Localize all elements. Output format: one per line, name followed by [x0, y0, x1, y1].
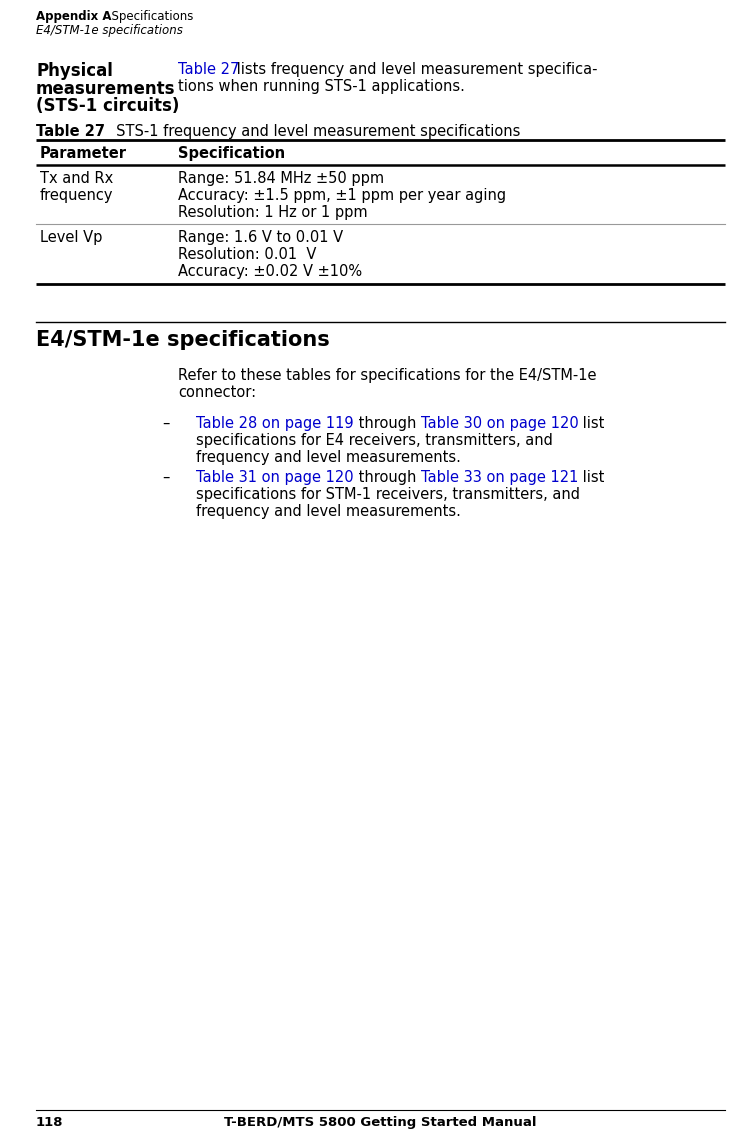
Text: frequency and level measurements.: frequency and level measurements. [196, 450, 461, 465]
Text: Refer to these tables for specifications for the E4/STM-1e: Refer to these tables for specifications… [178, 368, 596, 384]
Text: 118: 118 [36, 1116, 64, 1129]
Text: Level Vp: Level Vp [40, 230, 103, 245]
Text: Resolution: 0.01  V: Resolution: 0.01 V [178, 247, 316, 262]
Text: specifications for STM-1 receivers, transmitters, and: specifications for STM-1 receivers, tran… [196, 487, 580, 502]
Text: Table 33 on page 121: Table 33 on page 121 [420, 470, 578, 485]
Text: lists frequency and level measurement specifica-: lists frequency and level measurement sp… [232, 61, 598, 77]
Text: Specification: Specification [178, 146, 285, 160]
Text: T-BERD/MTS 5800 Getting Started Manual: T-BERD/MTS 5800 Getting Started Manual [224, 1116, 537, 1129]
Text: through: through [354, 417, 420, 431]
Text: frequency and level measurements.: frequency and level measurements. [196, 504, 461, 519]
Text: –: – [162, 470, 169, 485]
Text: Table 30 on page 120: Table 30 on page 120 [420, 417, 579, 431]
Text: measurements: measurements [36, 80, 175, 98]
Text: through: through [354, 470, 420, 485]
Text: STS-1 frequency and level measurement specifications: STS-1 frequency and level measurement sp… [93, 124, 520, 139]
Text: Parameter: Parameter [40, 146, 127, 160]
Text: E4/STM-1e specifications: E4/STM-1e specifications [36, 330, 330, 351]
Text: Appendix A: Appendix A [36, 10, 112, 23]
Text: specifications for E4 receivers, transmitters, and: specifications for E4 receivers, transmi… [196, 432, 553, 448]
Text: connector:: connector: [178, 385, 256, 399]
Text: frequency: frequency [40, 188, 114, 203]
Text: Tx and Rx: Tx and Rx [40, 171, 113, 185]
Text: Table 27: Table 27 [178, 61, 239, 77]
Text: Table 28 on page 119: Table 28 on page 119 [196, 417, 354, 431]
Text: E4/STM-1e specifications: E4/STM-1e specifications [36, 24, 183, 38]
Text: Accuracy: ±0.02 V ±10%: Accuracy: ±0.02 V ±10% [178, 264, 362, 279]
Text: Table 31 on page 120: Table 31 on page 120 [196, 470, 354, 485]
Text: list: list [578, 470, 605, 485]
Text: Accuracy: ±1.5 ppm, ±1 ppm per year aging: Accuracy: ±1.5 ppm, ±1 ppm per year agin… [178, 188, 506, 203]
Text: Resolution: 1 Hz or 1 ppm: Resolution: 1 Hz or 1 ppm [178, 205, 367, 220]
Text: (STS-1 circuits): (STS-1 circuits) [36, 97, 180, 115]
Text: Range: 1.6 V to 0.01 V: Range: 1.6 V to 0.01 V [178, 230, 343, 245]
Text: –: – [162, 417, 169, 431]
Text: Physical: Physical [36, 61, 113, 80]
Text: tions when running STS-1 applications.: tions when running STS-1 applications. [178, 79, 465, 94]
Text: Range: 51.84 MHz ±50 ppm: Range: 51.84 MHz ±50 ppm [178, 171, 384, 185]
Text: Table 27: Table 27 [36, 124, 105, 139]
Text: list: list [579, 417, 605, 431]
Text: Specifications: Specifications [104, 10, 194, 23]
